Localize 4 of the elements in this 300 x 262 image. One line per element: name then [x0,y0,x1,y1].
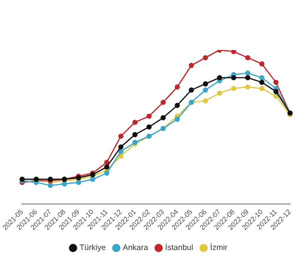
legend-label: İzmir [210,243,228,252]
legend-label: Türkiye [80,243,106,252]
legend-label: Ankara [122,243,149,252]
legend-label: İstanbul [165,243,194,252]
